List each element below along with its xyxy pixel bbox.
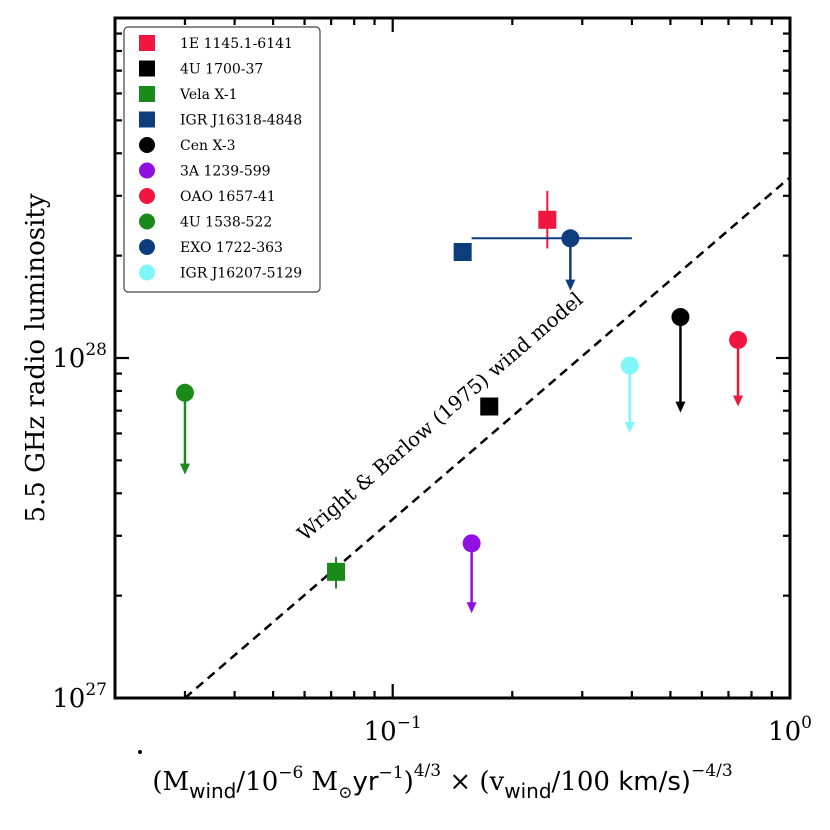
legend-marker-circle xyxy=(139,264,155,281)
upper-limit-arrowhead xyxy=(466,602,477,614)
y-tick-label-exponent: 28 xyxy=(85,340,107,360)
error-bars-group xyxy=(179,190,744,614)
legend-label: IGR J16207-5129 xyxy=(180,266,302,282)
legend-label: IGR J16318-4848 xyxy=(180,113,302,129)
legend-label: Cen X-3 xyxy=(180,138,236,154)
y-tick-label: 1027 xyxy=(52,680,107,714)
y-tick-label-base: 10 xyxy=(52,344,85,374)
upper-limit-arrowhead xyxy=(179,463,190,475)
legend-label: EXO 1722-363 xyxy=(180,240,283,256)
data-point-circle xyxy=(729,330,748,349)
x-tick-label-base: 10 xyxy=(768,717,801,747)
y-axis-label: 5.5 GHz radio luminosity xyxy=(21,193,51,522)
data-point-circle xyxy=(561,229,580,248)
legend-label: OAO 1657-41 xyxy=(180,189,276,205)
legend-box xyxy=(123,26,321,293)
legend-label: 4U 1700-37 xyxy=(180,62,263,78)
upper-limit-arrowhead xyxy=(624,421,635,433)
y-tick-label-base: 10 xyxy=(52,684,85,714)
data-point-square xyxy=(480,397,499,416)
markers-group xyxy=(175,210,748,581)
data-point-circle xyxy=(620,356,639,375)
data-point-circle xyxy=(671,308,690,327)
x-tick-label-exponent: −1 xyxy=(397,713,422,733)
plot-frame xyxy=(113,16,792,700)
data-point-circle xyxy=(175,383,194,402)
legend: 1E 1145.1-6141 4U 1700-37 Vela X-1 IGR J163… xyxy=(123,26,321,293)
legend-marker-circle xyxy=(139,213,155,230)
legend-label: 4U 1538-522 xyxy=(180,215,272,231)
legend-marker-square xyxy=(139,35,155,51)
upper-limit-arrowhead xyxy=(675,401,686,413)
upper-limit-arrowhead xyxy=(733,395,744,407)
legend-marker-circle xyxy=(139,137,155,153)
model-line xyxy=(184,176,791,699)
legend-marker-square xyxy=(139,111,155,128)
x-tick-label: 10−1 xyxy=(364,713,422,747)
legend-marker-circle xyxy=(139,162,155,179)
legend-marker-square xyxy=(139,86,155,102)
y-tick-label: 1028 xyxy=(52,340,107,374)
x-tick-label-base: 10 xyxy=(364,717,397,747)
data-point-circle xyxy=(462,534,481,553)
x-tick-label-exponent: 0 xyxy=(801,713,812,733)
mdot-accent xyxy=(138,750,142,754)
legend-label: 1E 1145.1-6141 xyxy=(180,36,293,52)
data-point-square xyxy=(327,562,346,581)
y-tick-label-exponent: 27 xyxy=(85,680,107,700)
data-point-square xyxy=(453,243,472,262)
x-tick-label: 100 xyxy=(768,713,812,747)
legend-label: 3A 1239-599 xyxy=(180,164,271,180)
model-line-label: Wright & Barlow (1975) wind model xyxy=(292,287,587,546)
upper-limit-arrowhead xyxy=(565,279,576,291)
legend-marker-circle xyxy=(139,188,155,204)
legend-marker-square xyxy=(139,60,155,77)
legend-marker-circle xyxy=(139,239,155,255)
data-point-square xyxy=(538,210,557,229)
legend-label: Vela X-1 xyxy=(179,87,238,103)
x-axis-label: (Mwind/10−6 M⊙yr−1)4/3 × (vwind/100 km/s… xyxy=(152,761,732,803)
